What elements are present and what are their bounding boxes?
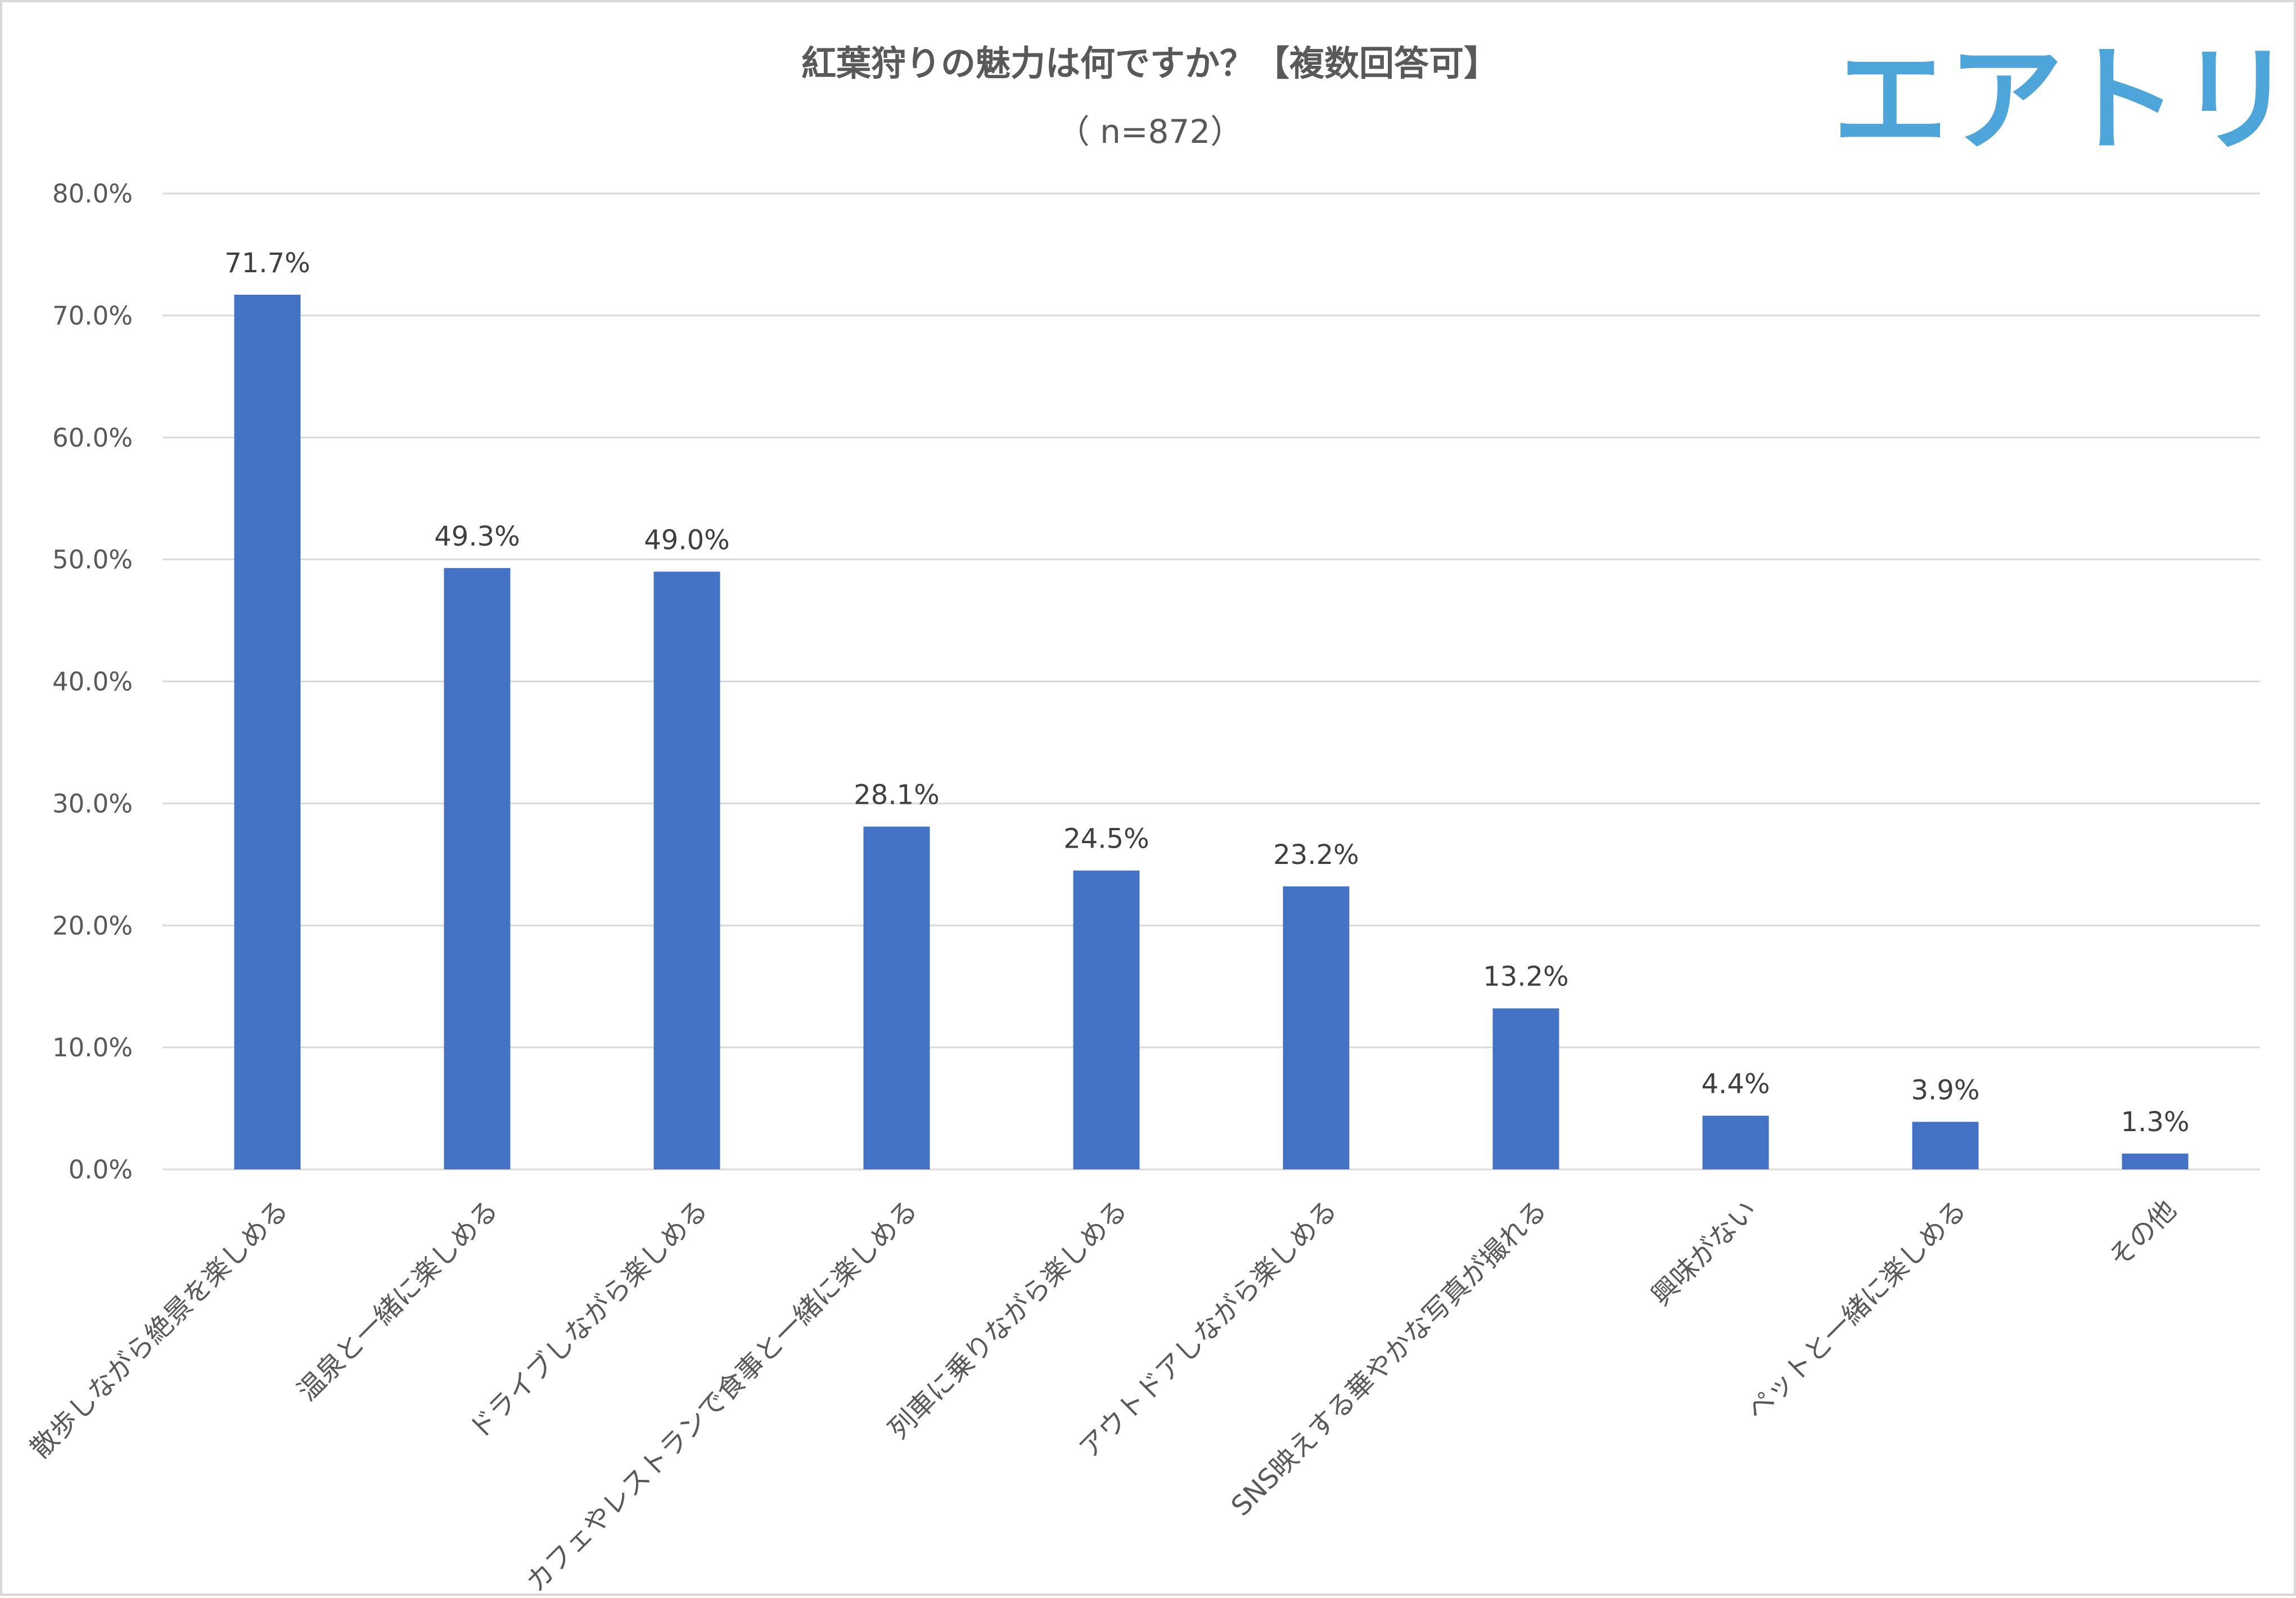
- gridlines: [163, 192, 2260, 1171]
- category-label: 興味がない: [1645, 1194, 1763, 1312]
- bar: [863, 826, 930, 1169]
- category-label: 散歩しながら絶景を楽しめる: [24, 1194, 295, 1465]
- y-tick-label: 80.0%: [52, 179, 133, 209]
- category-label: 列車に乗りながら楽しめる: [882, 1194, 1134, 1446]
- data-label: 1.3%: [2121, 1106, 2190, 1138]
- category-label: ドライブしながら楽しめる: [463, 1194, 714, 1446]
- data-label: 49.0%: [644, 524, 729, 556]
- y-tick-label: 60.0%: [52, 423, 133, 453]
- y-tick-label: 20.0%: [52, 911, 133, 940]
- bar: [1702, 1115, 1769, 1169]
- bar: [444, 568, 511, 1169]
- bars: [234, 295, 2189, 1169]
- y-tick-label: 40.0%: [52, 667, 133, 697]
- category-label: その他: [2103, 1194, 2182, 1273]
- data-label: 24.5%: [1063, 823, 1149, 855]
- category-label: 温泉と一緒に楽しめる: [291, 1194, 504, 1407]
- category-label: カフェやレストランで食事と一緒に楽しめる: [520, 1194, 924, 1598]
- data-label: 3.9%: [1911, 1074, 1980, 1106]
- data-label: 71.7%: [224, 247, 310, 279]
- data-label: 4.4%: [1702, 1069, 1770, 1100]
- y-tick-label: 30.0%: [52, 789, 133, 818]
- data-label: 49.3%: [434, 521, 520, 552]
- bar: [1912, 1122, 1979, 1169]
- bar: [234, 295, 301, 1169]
- y-tick-label: 0.0%: [69, 1155, 133, 1185]
- data-label: 13.2%: [1483, 961, 1568, 993]
- y-tick-label: 70.0%: [52, 301, 133, 331]
- y-tick-label: 10.0%: [52, 1033, 133, 1063]
- bar: [1073, 870, 1140, 1169]
- bar: [1492, 1008, 1559, 1169]
- x-axis-category-labels: 散歩しながら絶景を楽しめる温泉と一緒に楽しめるドライブしながら楽しめるカフェやレ…: [24, 1194, 2182, 1598]
- data-labels: 71.7% 49.3% 49.0% 28.1% 24.5% 23.2% 13.2% 4.4% 3…: [224, 247, 2189, 1138]
- bar: [653, 571, 720, 1169]
- bar: [1283, 886, 1350, 1169]
- chart-title: 紅葉狩りの魅力は何ですか？【複数回答可】: [801, 43, 1499, 84]
- data-label: 28.1%: [854, 780, 939, 811]
- chart-subtitle: （ n=872）: [1057, 112, 1243, 151]
- airtri-logo: エアトリ: [1833, 34, 2294, 168]
- data-label: 23.2%: [1273, 839, 1359, 871]
- y-tick-label: 50.0%: [52, 545, 133, 575]
- y-axis-tick-labels: 0.0% 10.0% 20.0% 30.0% 40.0% 50.0% 60.0% 70.0% 8…: [52, 179, 133, 1185]
- bar: [2122, 1153, 2189, 1169]
- category-label: ペットと一緒に楽しめる: [1740, 1194, 1973, 1426]
